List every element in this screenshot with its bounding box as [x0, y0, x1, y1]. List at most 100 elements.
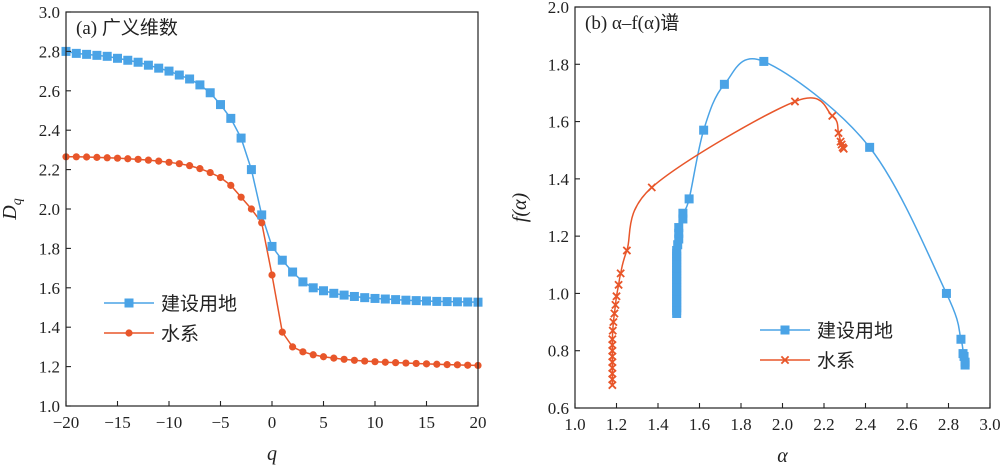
data-point [319, 286, 328, 296]
data-point [71, 48, 81, 58]
data-point [361, 357, 369, 365]
y-tick-label: 2.0 [39, 200, 60, 219]
series-markers [608, 97, 848, 390]
x-tick-label: 1.0 [564, 415, 585, 434]
data-point [839, 144, 848, 154]
data-point [124, 298, 134, 308]
data-point [453, 361, 461, 369]
data-point [155, 157, 163, 165]
data-point [350, 356, 358, 364]
y-tick-label: 1.0 [39, 397, 60, 416]
data-point [257, 210, 267, 220]
legend-label: 水系 [161, 323, 199, 345]
data-point [402, 359, 410, 367]
panel-title: (b) α–f(α)谱 [585, 12, 679, 34]
data-point [612, 292, 621, 301]
y-tick-label: 1.2 [548, 227, 569, 246]
data-point [834, 128, 843, 138]
data-point [956, 334, 966, 344]
data-point [308, 283, 318, 293]
y-tick-label: 3.0 [39, 3, 60, 22]
x-tick-label: 20 [470, 413, 487, 432]
data-point [609, 317, 618, 327]
data-point [392, 359, 400, 367]
series-line [65, 50, 479, 303]
y-tick-label: 2.8 [39, 42, 60, 61]
data-point [289, 343, 297, 351]
data-point [828, 111, 837, 121]
panel-b: 1.0 1.2 1.4 1.6 1.8 2.0 2.2 2.4 2.6 2.8 3.0 0.6 0.8 1… [509, 0, 1000, 467]
data-point [381, 358, 389, 366]
data-point [678, 214, 688, 224]
y-tick-label: 0.8 [548, 342, 569, 361]
data-point [380, 294, 390, 304]
data-point [277, 255, 287, 265]
data-point [113, 53, 122, 63]
data-point [678, 208, 688, 218]
y-tick-label: 0.6 [548, 399, 569, 418]
data-point [83, 153, 91, 161]
data-point [205, 88, 215, 98]
data-point [941, 288, 951, 298]
data-point [959, 351, 969, 361]
data-point [165, 158, 173, 166]
data-point [298, 277, 308, 287]
data-point [370, 293, 380, 303]
data-point [647, 183, 657, 192]
data-point [452, 297, 462, 307]
data-point [186, 162, 194, 170]
x-tick-label: −20 [53, 413, 80, 432]
data-point [608, 326, 618, 335]
y-tick-label: 1.6 [39, 279, 60, 298]
data-point [412, 359, 420, 368]
data-point [349, 291, 359, 301]
data-point [790, 97, 800, 106]
data-point [82, 49, 92, 59]
data-point [319, 353, 328, 361]
y-axis-label-subscript: q [10, 198, 25, 205]
x-tick-label: −5 [211, 413, 229, 432]
series-line [611, 97, 845, 386]
x-tick-label: 1.6 [689, 415, 710, 434]
data-point [309, 351, 317, 359]
data-point [236, 133, 246, 143]
data-point [134, 155, 142, 163]
y-tick-label: 2.2 [39, 161, 60, 180]
data-point [674, 223, 684, 233]
y-tick-label: 2.4 [39, 121, 61, 140]
data-point [360, 293, 370, 303]
x-axis-label: α [777, 445, 788, 467]
data-point [196, 165, 204, 173]
y-tick-label: 1.4 [548, 170, 570, 189]
data-point [216, 173, 225, 182]
panel-title: (a) 广义维数 [76, 17, 178, 39]
x-tick-label: 2.6 [896, 415, 917, 434]
data-point [673, 240, 683, 250]
y-tick-label: 1.0 [548, 284, 569, 303]
legend-item: 建设用地 [760, 320, 893, 342]
data-point [616, 269, 625, 278]
data-point [672, 245, 682, 255]
data-point [442, 297, 452, 307]
data-point [267, 241, 277, 251]
data-point [154, 63, 164, 73]
y-tick-label: 1.8 [548, 55, 569, 74]
x-tick-label: 2.0 [772, 415, 793, 434]
data-point [622, 246, 632, 255]
data-point [614, 280, 623, 290]
data-point [258, 219, 266, 227]
data-point [865, 142, 875, 152]
y-tick-label: 1.6 [548, 113, 569, 132]
data-point [464, 361, 472, 369]
data-point [133, 57, 143, 67]
x-tick-label: 2.2 [813, 415, 834, 434]
legend-label: 建设用地 [161, 293, 237, 315]
x-axis-label: q [267, 443, 277, 465]
data-point [780, 325, 790, 335]
y-axis-label: Dq [0, 198, 25, 220]
legend-item: 水系 [104, 323, 199, 345]
series-markers [62, 153, 482, 370]
data-point [674, 234, 684, 244]
